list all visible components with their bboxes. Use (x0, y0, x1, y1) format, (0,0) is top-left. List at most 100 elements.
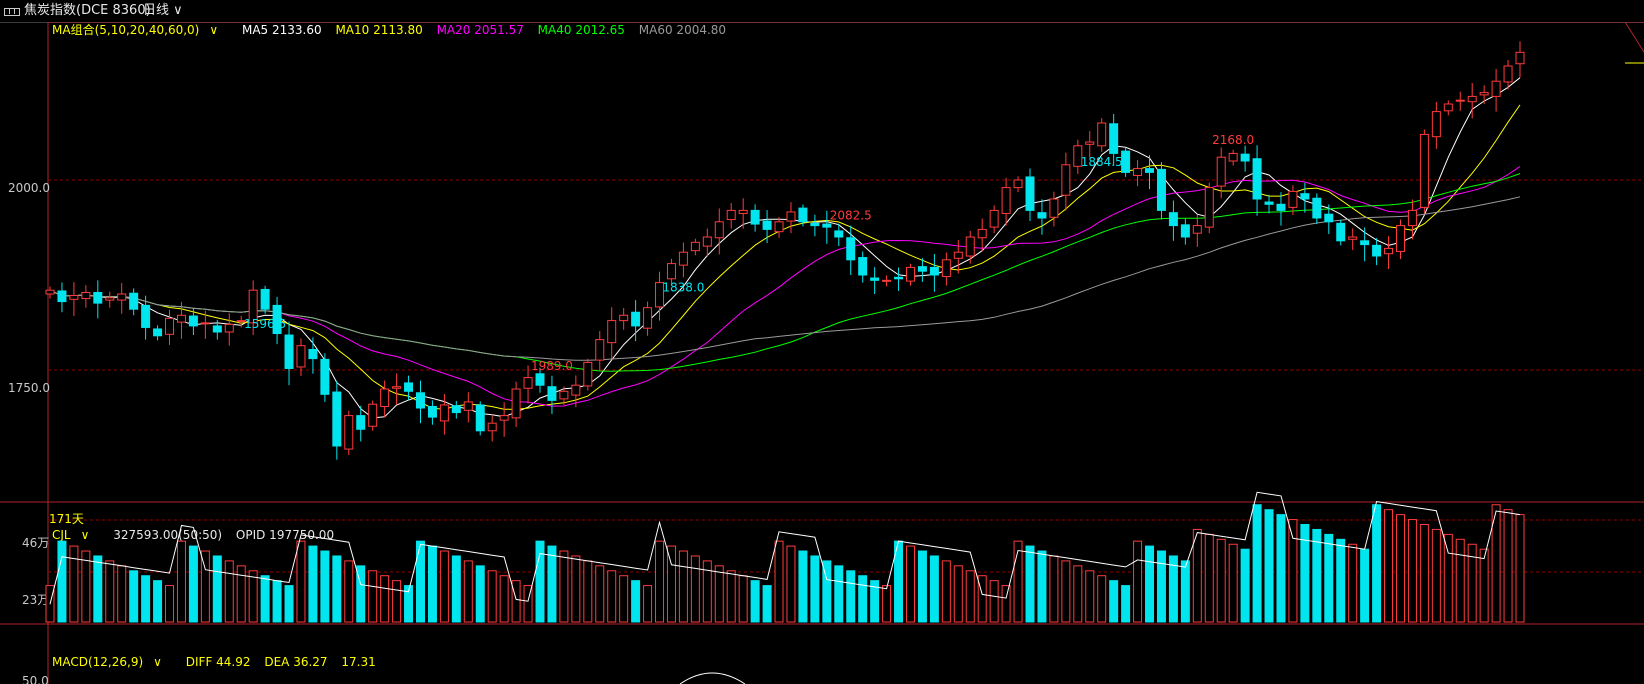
candle-body (296, 345, 306, 368)
volume-bar (1085, 570, 1095, 623)
ma5-line (49, 77, 1521, 419)
volume-bar (1419, 524, 1429, 623)
volume-bar (762, 585, 772, 623)
volume-bar (57, 540, 67, 623)
period-label: 日线 (143, 3, 170, 18)
volume-bar (320, 550, 330, 623)
candle-body (822, 223, 832, 228)
candle-body (631, 311, 641, 327)
volume-bar (1288, 519, 1298, 623)
candle-body (882, 279, 892, 282)
candle-body (655, 282, 665, 308)
volume-bar (451, 555, 461, 623)
volume-bar (356, 565, 366, 623)
volume-bar (619, 575, 629, 623)
volume-bar (631, 580, 641, 623)
volume-bar (1264, 509, 1274, 623)
volume-bar (547, 545, 557, 623)
annotation-label: 1838.0 (662, 280, 704, 294)
chevron-down-icon: ∨ (80, 528, 90, 542)
candle-body (607, 320, 617, 344)
volume-bar (272, 580, 282, 623)
volume-bar (1348, 543, 1358, 623)
candle-body (678, 251, 688, 266)
volume-bar (1431, 528, 1441, 623)
volume-bar (117, 565, 127, 623)
volume-bar (1336, 538, 1346, 623)
ma20-value: MA20 2051.57 (436, 23, 524, 37)
volume-bar (1395, 514, 1405, 623)
macd-indicator-selector[interactable]: MACD(12,26,9) ∨ (52, 655, 172, 669)
volume-bar (224, 560, 234, 623)
candle-body (427, 405, 437, 418)
candle-body (702, 236, 712, 247)
volume-bar (1097, 575, 1107, 623)
volume-bar (941, 560, 951, 623)
candle-body (1013, 179, 1023, 189)
ma60-value: MA60 2004.80 (638, 23, 727, 37)
volume-bar (212, 555, 222, 623)
volume-bar (1013, 540, 1023, 623)
candle-body (451, 405, 461, 414)
volume-bar (1192, 528, 1202, 623)
macd-curve (679, 672, 746, 684)
candle-body (1443, 103, 1453, 112)
volume-bar (583, 560, 593, 623)
volume-bar (977, 575, 987, 623)
ma-group-selector[interactable]: MA组合(5,10,20,40,60,0) ∨ (52, 23, 228, 37)
volume-bar (738, 575, 748, 623)
ma5-value: MA5 2133.60 (241, 23, 322, 37)
candle-body (463, 401, 473, 411)
candle-body (1491, 80, 1501, 97)
volume-bar (917, 550, 927, 623)
macd-value: 17.31 (341, 655, 376, 669)
candle-body (583, 361, 593, 387)
volume-bar (1180, 560, 1190, 623)
volume-bar (93, 555, 103, 623)
candle-body (1264, 201, 1274, 205)
candle-body (1037, 212, 1047, 219)
volume-bar (846, 570, 856, 623)
window-icon[interactable] (4, 8, 20, 16)
volume-bar (1109, 580, 1119, 623)
candle-body (1467, 95, 1477, 103)
volume-bar (1407, 519, 1417, 623)
volume-bar (1360, 548, 1370, 623)
volume-bar (1372, 504, 1382, 623)
volume-bar (368, 570, 378, 623)
kline-chart[interactable]: 2000.0 1750.0 46万 23万 50.0 171天 2168.0 20… (0, 22, 1644, 684)
volume-bar (404, 585, 414, 623)
candle-body (320, 358, 330, 395)
volume-indicator-selector[interactable]: CJL ∨ (52, 528, 99, 542)
candle-body (153, 328, 163, 337)
candle-body (1121, 150, 1131, 173)
volume-bars (45, 491, 1525, 623)
volume-bar (714, 565, 724, 623)
volume-bar (1216, 538, 1226, 623)
volume-bar (475, 565, 485, 623)
candle-body (1025, 176, 1035, 211)
macd-diff-line (679, 672, 746, 684)
volume-bar (141, 575, 151, 623)
candlesticks (45, 41, 1525, 460)
period-selector[interactable]: 日线 ∨ (143, 0, 183, 22)
candle-body (834, 230, 844, 238)
volume-bar (200, 550, 210, 623)
dea-value: DEA 36.27 (264, 655, 328, 669)
candle-body (894, 276, 904, 280)
volume-bar (1276, 514, 1286, 623)
candle-body (1419, 133, 1429, 208)
candle-body (1228, 152, 1238, 162)
ma10-line (49, 104, 1521, 410)
volume-bar (882, 585, 892, 623)
volume-bar (188, 545, 198, 623)
candle-body (188, 315, 198, 327)
volume-bar (1503, 509, 1513, 623)
candle-body (726, 209, 736, 221)
macd-legend: MACD(12,26,9) ∨ DIFF 44.92 DEA 36.27 17.3… (52, 654, 386, 670)
volume-bar (392, 580, 402, 623)
candle-body (1156, 168, 1166, 211)
volume-bar (726, 570, 736, 623)
candle-body (1085, 141, 1095, 145)
annotation-label: 2168.0 (1212, 133, 1254, 147)
